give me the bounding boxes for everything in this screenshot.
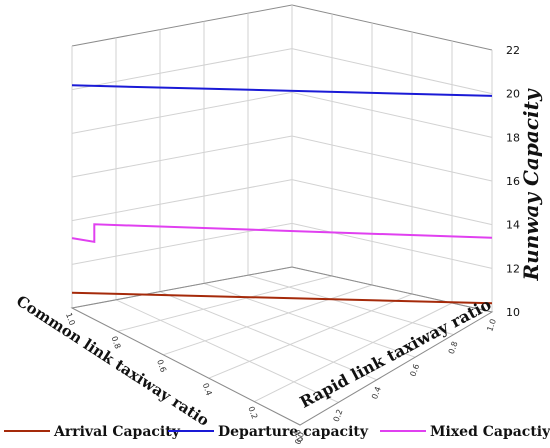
z-tick-label: 10 [506,306,520,319]
x-tick-label: 0.6 [155,358,168,373]
floor-gridline [163,284,373,356]
series-line [71,291,493,305]
y-tick-label: 0.2 [332,408,345,423]
x-tick-label: 0.0 [292,429,305,444]
z-tick-label: 14 [506,219,520,232]
series-line [71,84,493,97]
floor-gridline [254,302,453,403]
y-tick-label: 1.0 [485,318,498,333]
y-tick-label: 0.8 [447,340,460,355]
y-tick-label: 0.6 [408,363,421,378]
floor-gridline [115,299,339,403]
floor-gridline [203,282,416,358]
z-gridline [71,266,493,313]
series-line [71,223,493,243]
grid-and-box [70,4,494,426]
x-tick-label: 0.8 [110,335,123,350]
floor-outline [70,266,494,426]
z-tick-label: 18 [506,131,520,144]
z-tick-label: 22 [506,44,520,57]
floor-gridline [117,275,333,332]
y-tick-label: 0.0 [293,431,306,446]
z-gridline [71,135,493,182]
z-gridline [71,4,493,51]
legend: Arrival Capacity Departure capacity Mixed … [4,424,550,440]
x-tick-label: 0.4 [201,382,214,397]
x-axis-title: Common link taxiway ratio [13,292,212,430]
z-gridline [71,91,493,138]
legend-label: Departure capacity [218,424,369,440]
floor-gridline [208,293,413,379]
z-tick-label: 12 [506,262,520,275]
z-gridline [71,179,493,226]
z-tick-label: 16 [506,175,520,188]
series-lines [71,84,493,305]
floor-gridline [247,274,454,336]
floor-gridline [159,291,377,381]
legend-label: Mixed Capactiy [430,424,550,440]
tick-labels: 101214161820220.00.20.40.60.81.00.00.20.… [64,44,520,446]
z-tick-label: 20 [506,88,520,101]
y-tick-label: 0.4 [370,385,383,400]
z-axis-title: Runway Capacity [519,88,543,281]
y-axis-title: Rapid link taxiway ratio [297,294,495,411]
x-tick-label: 1.0 [64,312,77,327]
x-tick-label: 0.2 [246,405,259,420]
legend-label: Arrival Capacity [53,424,181,440]
